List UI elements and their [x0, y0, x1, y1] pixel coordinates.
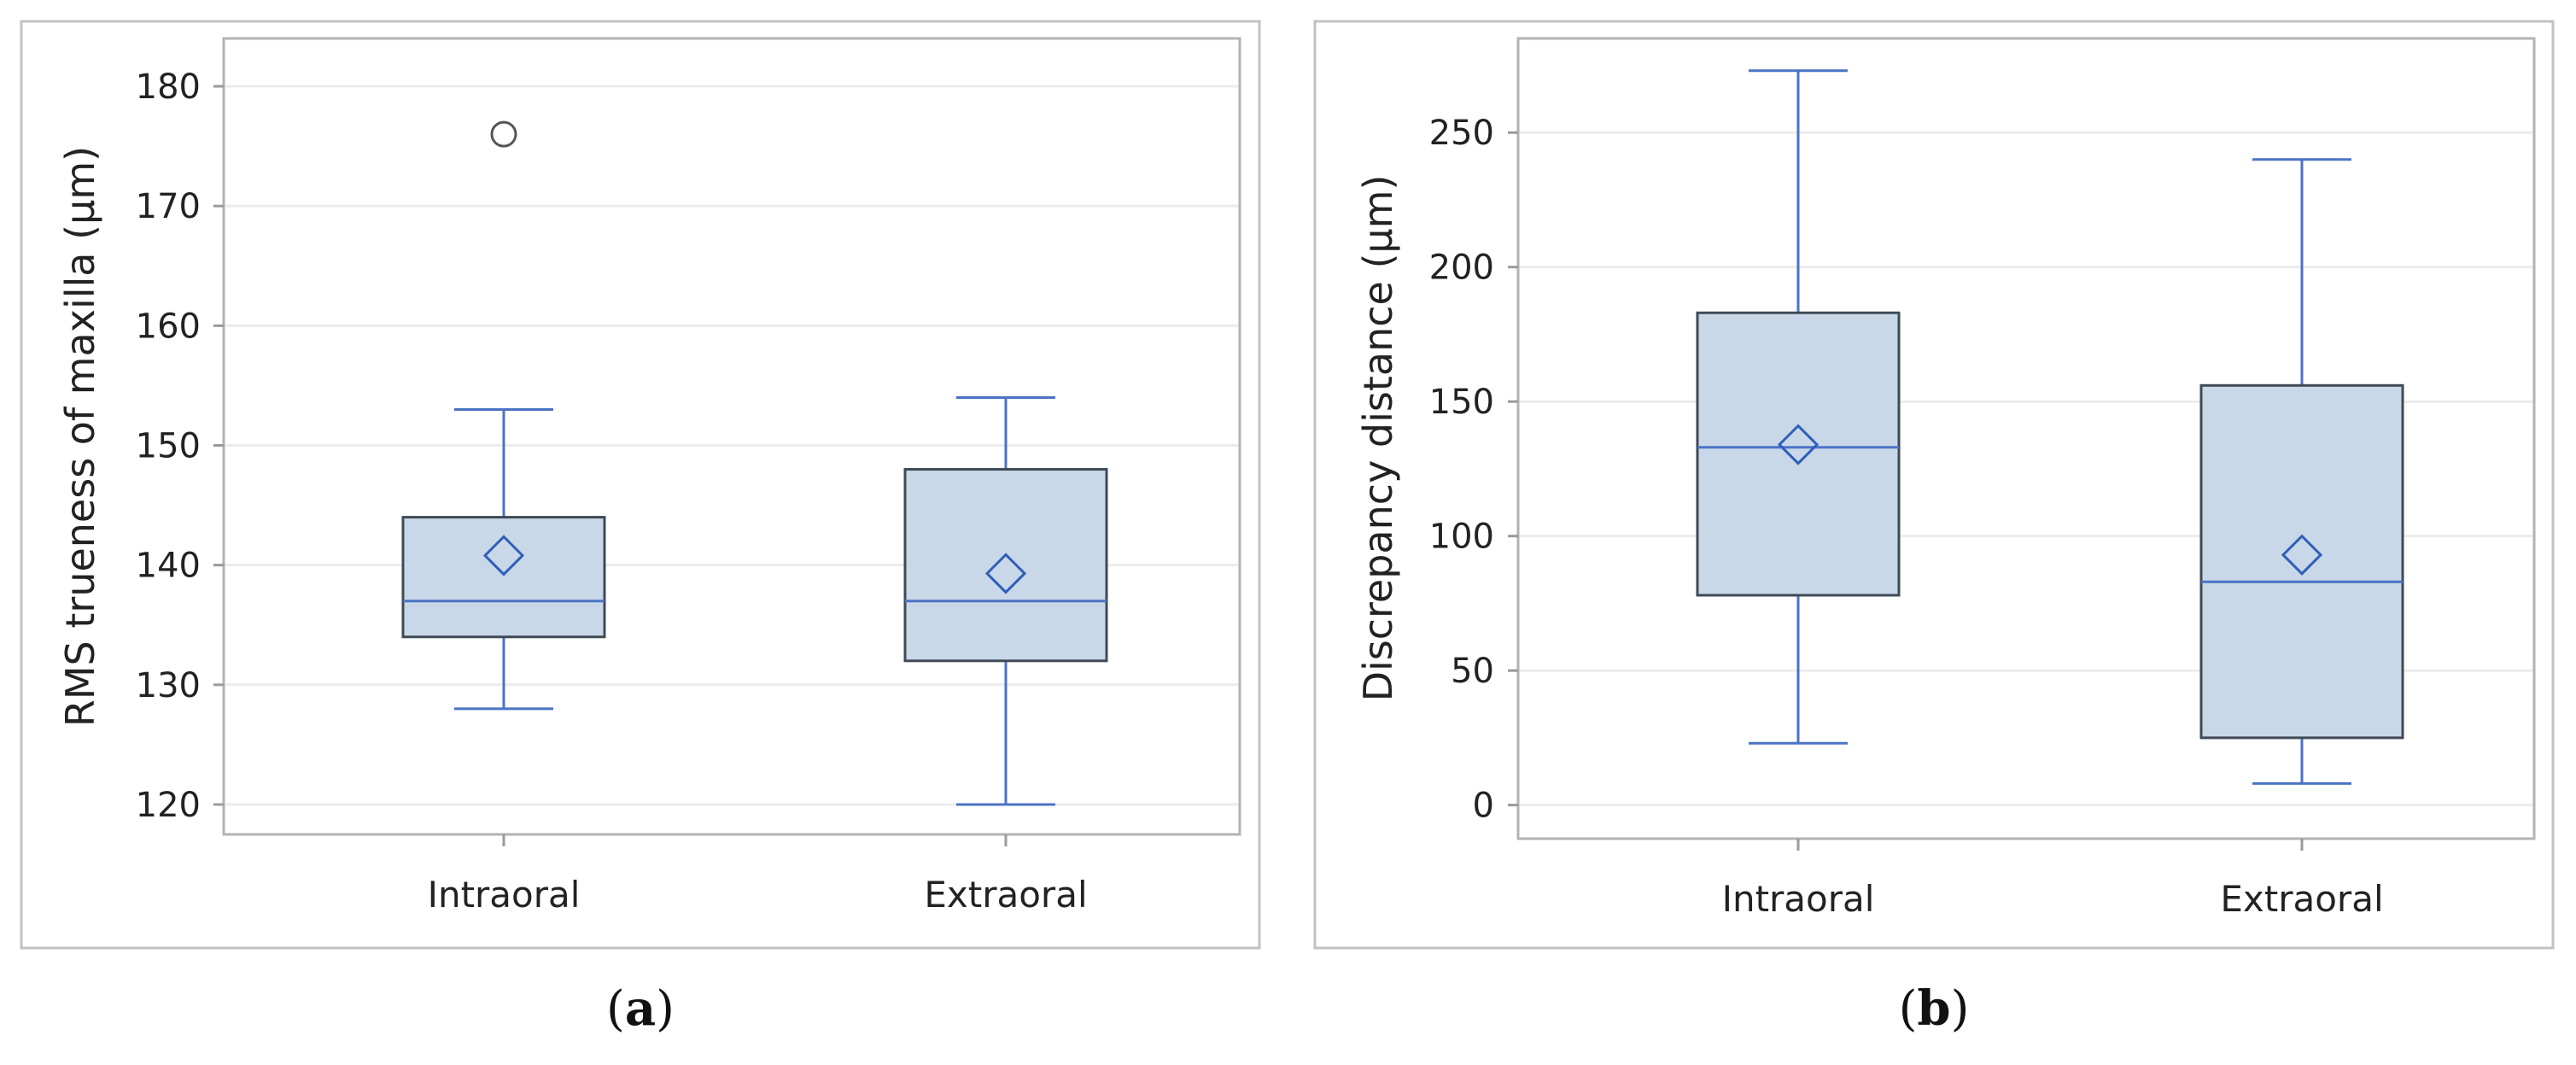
- y-tick-label: 140: [136, 547, 201, 586]
- panel-a-y-axis-title: RMS trueness of maxilla (μm): [57, 146, 103, 727]
- iqr-box: [1696, 311, 1901, 597]
- panel-b-x-ticks: Intraoral Extraoral: [1722, 839, 2384, 920]
- y-tick-label: 170: [136, 187, 201, 226]
- panel-a-y-ticks: 120 130 140 150 160 170 180: [136, 67, 224, 825]
- mean-marker: [2281, 534, 2323, 576]
- box-intraoral: [1696, 69, 1901, 745]
- y-tick-label: 150: [1429, 383, 1494, 422]
- panel-a-caption: (a): [606, 980, 675, 1037]
- box-intraoral: [401, 120, 606, 711]
- box-extraoral: [903, 395, 1108, 806]
- mean-marker: [482, 535, 525, 576]
- y-tick-label: 100: [1429, 518, 1494, 557]
- y-tick-label: 130: [136, 666, 201, 705]
- panel-b-caption-letter: b: [1917, 980, 1950, 1037]
- y-tick-label: 180: [136, 67, 201, 107]
- panel-a: 120 130 140 150 160 170 180 Intraoral Extraoral…: [20, 20, 1261, 1037]
- y-tick-label: 200: [1429, 249, 1494, 288]
- panel-b: 0 50 100 150 200 250 Intraoral Extraoral Discr…: [1313, 20, 2555, 1037]
- y-tick-label: 160: [136, 307, 201, 346]
- y-tick-label: 0: [1473, 787, 1494, 826]
- mean-marker: [984, 553, 1027, 594]
- mean-marker: [1777, 424, 1820, 465]
- panel-a-plot-area: [222, 37, 1241, 836]
- iqr-box: [2199, 383, 2404, 740]
- panel-a-gridlines: [224, 85, 1240, 806]
- iqr-box: [903, 468, 1108, 663]
- y-tick-label: 50: [1451, 652, 1494, 691]
- panel-b-y-ticks: 0 50 100 150 200 250: [1429, 114, 1518, 826]
- panel-b-plot-area: [1516, 37, 2536, 840]
- x-tick-label: Extraoral: [924, 874, 1087, 916]
- panel-a-caption-letter: a: [625, 980, 656, 1037]
- panel-b-y-axis-title: Discrepancy distance (μm): [1355, 175, 1401, 702]
- panel-b-boxes: [1696, 69, 2404, 785]
- panel-a-boxes: [401, 120, 1108, 806]
- panel-a-x-ticks: Intraoral Extraoral: [428, 834, 1088, 916]
- x-tick-label: Intraoral: [428, 874, 581, 916]
- y-tick-label: 250: [1429, 114, 1494, 153]
- box-extraoral: [2199, 158, 2404, 785]
- x-tick-label: Extraoral: [2220, 878, 2383, 920]
- panel-b-caption: (b): [1899, 980, 1970, 1037]
- x-tick-label: Intraoral: [1722, 878, 1875, 920]
- outlier-point: [490, 120, 517, 148]
- y-tick-label: 150: [136, 427, 201, 466]
- y-tick-label: 120: [136, 786, 201, 825]
